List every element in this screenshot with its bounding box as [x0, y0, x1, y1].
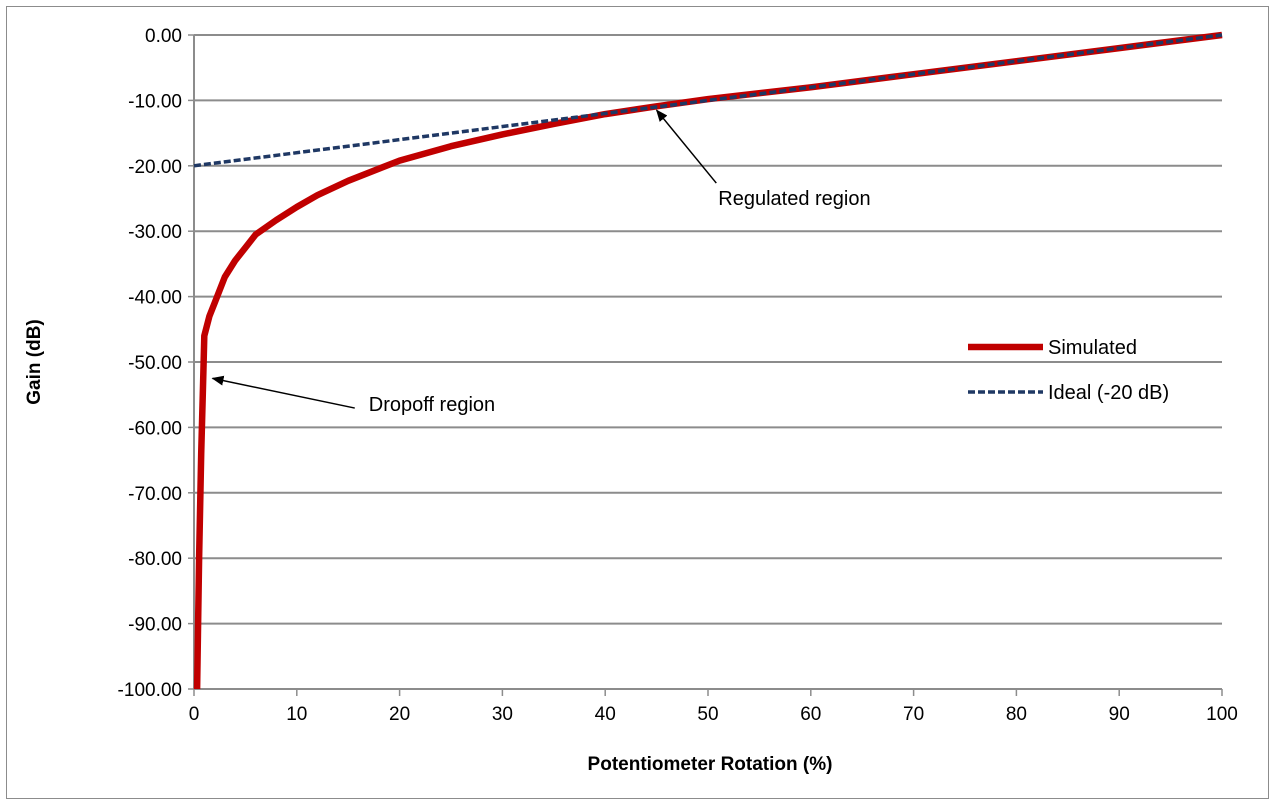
axes — [193, 35, 1223, 696]
annotations: Regulated region Dropoff region — [211, 109, 871, 416]
legend: Simulated Ideal (-20 dB) — [968, 337, 1169, 404]
x-tick-label: 30 — [492, 704, 513, 725]
annotation-label: Regulated region — [718, 188, 870, 210]
y-tick-label: -50.00 — [128, 353, 182, 374]
x-tick-labels: 0 10 20 30 40 50 60 70 80 90 100 — [189, 704, 1238, 725]
x-tick-label: 10 — [286, 704, 307, 725]
y-tick-label: -70.00 — [128, 484, 182, 505]
x-axis-title: Potentiometer Rotation (%) — [588, 754, 833, 775]
series-line-simulated — [193, 31, 1223, 690]
y-tick-label: -60.00 — [128, 418, 182, 439]
x-tick-label: 50 — [697, 704, 718, 725]
x-tick-label: 80 — [1006, 704, 1027, 725]
annotation-arrow — [655, 109, 717, 184]
legend-label: Simulated — [1048, 337, 1137, 359]
gridlines — [188, 34, 1222, 690]
legend-label: Ideal (-20 dB) — [1048, 382, 1169, 404]
series-line-ideal — [193, 33, 1223, 168]
x-tick-label: 70 — [903, 704, 924, 725]
x-tick-label: 40 — [595, 704, 616, 725]
y-tick-label: -10.00 — [128, 91, 182, 112]
x-tick-label: 90 — [1109, 704, 1130, 725]
y-tick-label: -90.00 — [128, 615, 182, 636]
annotation-arrow — [211, 375, 355, 409]
series-lines — [193, 31, 1223, 690]
y-tick-label: -40.00 — [128, 288, 182, 309]
x-tick-label: 100 — [1206, 704, 1238, 725]
x-tick-label: 20 — [389, 704, 410, 725]
y-tick-label: 0.00 — [145, 26, 182, 47]
x-tick-label: 60 — [800, 704, 821, 725]
x-tick-label: 0 — [189, 704, 200, 725]
chart-frame — [6, 6, 1269, 799]
y-tick-label: -20.00 — [128, 157, 182, 178]
y-tick-label: -80.00 — [128, 549, 182, 570]
y-tick-label: -30.00 — [128, 222, 182, 243]
y-tick-label: -100.00 — [118, 680, 182, 701]
y-tick-labels: 0.00 -10.00 -20.00 -30.00 -40.00 -50.00 -60.00… — [118, 26, 182, 701]
annotation-label: Dropoff region — [369, 394, 495, 416]
y-axis-title: Gain (dB) — [24, 319, 45, 405]
